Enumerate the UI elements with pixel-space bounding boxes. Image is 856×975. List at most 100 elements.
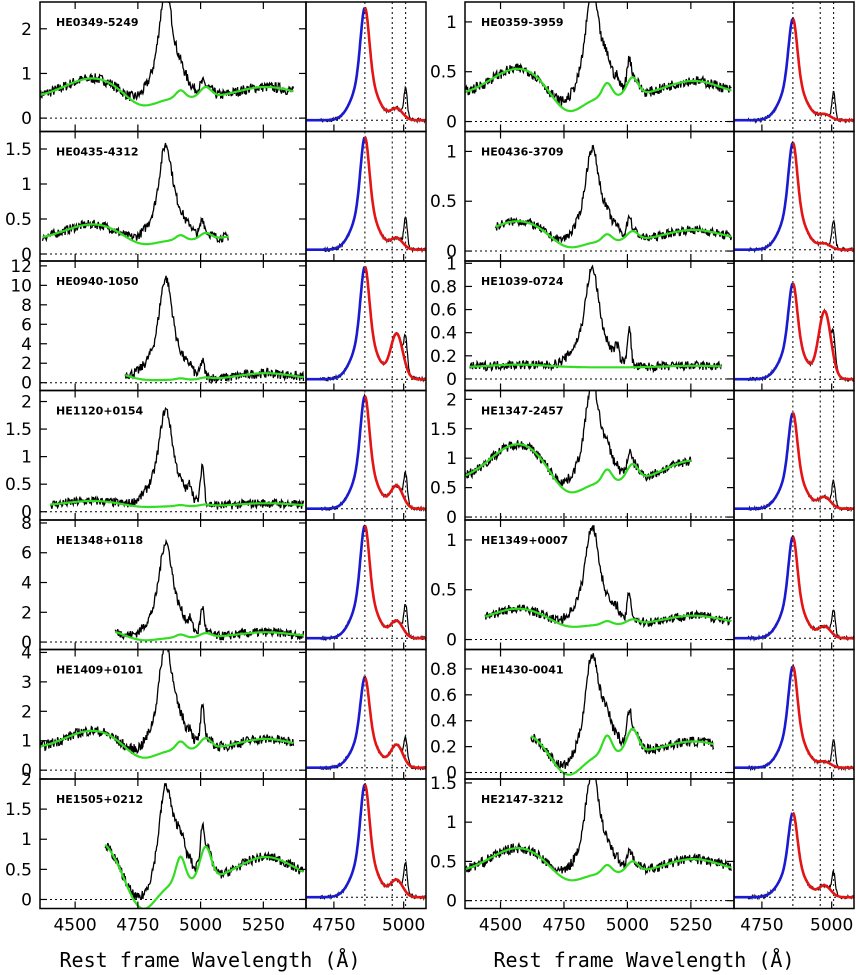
panel-he1409p0101: 0 1 2 3 4 HE1409+0101 bbox=[21, 643, 427, 781]
object-name: HE1348+0118 bbox=[56, 534, 143, 547]
object-name: HE1349+0007 bbox=[481, 534, 568, 547]
continuum-model bbox=[40, 77, 294, 107]
y-tick-label: 2 bbox=[21, 770, 32, 790]
y-tick-label: 1 bbox=[446, 254, 457, 274]
zoom-observed bbox=[319, 782, 426, 902]
y-tick-label: 0 bbox=[446, 764, 457, 784]
object-name: HE0940-1050 bbox=[56, 275, 139, 288]
y-tick-label: 0.5 bbox=[430, 581, 457, 601]
y-tick-label: 0.4 bbox=[430, 324, 457, 344]
object-name: HE1039-0724 bbox=[481, 275, 564, 288]
zoom-frame bbox=[305, 519, 427, 651]
observed-spectrum bbox=[114, 538, 305, 641]
y-tick-label: 0.2 bbox=[430, 347, 457, 367]
object-name: HE0436-3709 bbox=[481, 146, 564, 159]
continuum-model bbox=[470, 363, 722, 369]
panel-he0349m5249: 0 1 2 HE0349-5249 bbox=[21, 1, 427, 133]
zoom-observed bbox=[319, 135, 426, 254]
observed-spectrum bbox=[40, 649, 295, 755]
y-tick-label: 0 bbox=[21, 761, 32, 781]
y-tick-label: 8 bbox=[21, 514, 32, 534]
continuum-model bbox=[465, 67, 732, 113]
y-tick-label: 0.5 bbox=[5, 475, 32, 495]
y-tick-label: 1 bbox=[21, 175, 32, 195]
red-wing-fit bbox=[791, 665, 854, 769]
object-name: HE0349-5249 bbox=[56, 16, 139, 29]
y-tick-label: 2 bbox=[21, 20, 32, 40]
panel-he1348p0118: 0 2 4 6 8 HE1348+0118 bbox=[21, 514, 427, 653]
y-tick-label: 4 bbox=[21, 643, 32, 663]
y-tick-label: 0 bbox=[21, 503, 32, 523]
y-tick-label: 1 bbox=[21, 830, 32, 850]
x-axis-title-right: Rest frame Wavelength (Å) bbox=[493, 948, 794, 972]
continuum-model bbox=[530, 727, 714, 776]
panel-he0435m4312: 0 0.5 1 1.5 HE0435-4312 bbox=[5, 130, 427, 265]
y-tick-label: 0.2 bbox=[430, 738, 457, 758]
panel-he2147m3212: 0 0.5 1 1.5 4500 4750 5000 5250 HE2147-3212 4750 5… bbox=[430, 774, 855, 936]
x-tick-label: 5250 bbox=[242, 916, 285, 936]
y-tick-label: 1 bbox=[21, 64, 32, 84]
y-tick-label: 2 bbox=[446, 390, 457, 410]
y-tick-label: 0.4 bbox=[430, 712, 457, 732]
panel-he1120p0154: 0 0.5 1 1.5 2 HE1120+0154 bbox=[5, 389, 427, 523]
panel-he1349p0007: 0 0.5 1 HE1349+0007 bbox=[430, 519, 855, 651]
observed-spectrum bbox=[465, 2, 732, 107]
y-tick-label: 12 bbox=[10, 257, 32, 277]
zoom-observed bbox=[747, 535, 854, 642]
red-wing-fit bbox=[363, 524, 426, 640]
continuum-model bbox=[114, 630, 304, 642]
y-tick-label: 1.5 bbox=[5, 140, 32, 160]
red-wing-fit bbox=[791, 811, 854, 899]
y-tick-label: 6 bbox=[21, 544, 32, 564]
blue-wing-fit bbox=[306, 677, 366, 769]
blue-wing-fit bbox=[734, 142, 794, 251]
x-tick-label: 4750 bbox=[116, 916, 159, 936]
red-wing-fit bbox=[363, 783, 426, 899]
y-tick-label: 1 bbox=[446, 142, 457, 162]
x-tick-label: 4750 bbox=[312, 916, 355, 936]
blue-wing-fit bbox=[734, 18, 794, 122]
y-tick-label: 0 bbox=[446, 113, 457, 133]
blue-wing-fit bbox=[306, 7, 366, 122]
y-tick-label: 4 bbox=[21, 574, 32, 594]
object-name: HE1347-2457 bbox=[481, 405, 564, 418]
x-tick-label: 5250 bbox=[669, 916, 712, 936]
blue-wing-fit bbox=[306, 266, 366, 381]
object-name: HE0435-4312 bbox=[56, 146, 139, 159]
blue-wing-fit bbox=[734, 412, 794, 510]
y-tick-label: 1 bbox=[446, 813, 457, 833]
x-axis-title-left: Rest frame Wavelength (Å) bbox=[59, 948, 360, 972]
red-wing-fit bbox=[791, 536, 854, 640]
y-tick-label: 0 bbox=[21, 245, 32, 265]
observed-spectrum bbox=[465, 390, 692, 488]
object-name: HE0359-3959 bbox=[481, 16, 564, 29]
x-tick-label: 4500 bbox=[53, 916, 96, 936]
y-tick-label: 1 bbox=[446, 531, 457, 551]
y-tick-label: 1 bbox=[21, 732, 32, 752]
x-tick-label: 5000 bbox=[382, 916, 425, 936]
y-tick-label: 0 bbox=[446, 242, 457, 262]
red-wing-fit bbox=[791, 141, 854, 251]
zoom-frame bbox=[305, 648, 427, 780]
continuum-model bbox=[465, 846, 732, 882]
continuum-model bbox=[124, 372, 304, 382]
panel-he1505p0212: 0 0.5 1 1.5 2 4500 4750 5000 5250 HE1505+0212 4750… bbox=[5, 770, 427, 936]
panel-he0436m3709: 0 0.5 1 HE0436-3709 bbox=[430, 130, 855, 262]
y-tick-label: 1.5 bbox=[430, 774, 457, 794]
observed-spectrum bbox=[41, 142, 229, 244]
blue-wing-fit bbox=[734, 283, 794, 381]
blue-wing-fit bbox=[734, 812, 794, 899]
y-tick-label: 0.6 bbox=[430, 301, 457, 321]
zoom-observed bbox=[747, 141, 854, 254]
observed-spectrum bbox=[465, 779, 733, 876]
y-tick-label: 0 bbox=[446, 892, 457, 912]
y-tick-label: 10 bbox=[10, 276, 32, 296]
x-tick-label: 5000 bbox=[179, 916, 222, 936]
red-wing-fit bbox=[791, 412, 854, 510]
observed-spectrum bbox=[40, 2, 295, 101]
y-tick-label: 2 bbox=[21, 354, 32, 374]
blue-wing-fit bbox=[734, 665, 794, 769]
red-wing-fit bbox=[363, 676, 426, 769]
